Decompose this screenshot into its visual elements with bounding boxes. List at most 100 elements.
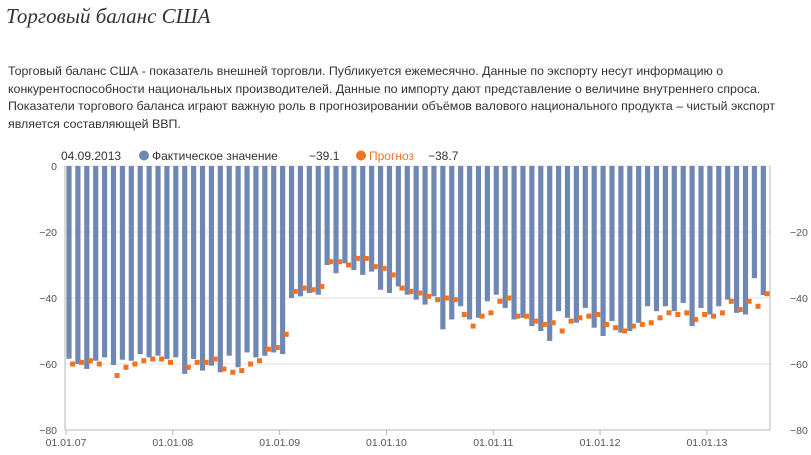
bar	[422, 166, 428, 305]
bar	[226, 166, 232, 356]
bar	[271, 166, 277, 353]
forecast-points	[70, 255, 770, 379]
bar	[315, 166, 321, 295]
bar	[128, 166, 134, 361]
x-tick-label: 01.01.11	[473, 437, 513, 449]
forecast-point	[301, 285, 307, 291]
bar	[680, 166, 686, 303]
page-description: Торговый баланс США - показатель внешней…	[8, 64, 776, 131]
forecast-point	[568, 318, 574, 324]
bar	[280, 166, 286, 355]
bar	[618, 166, 624, 333]
bar	[102, 166, 108, 358]
forecast-point	[319, 283, 325, 289]
forecast-point	[435, 297, 441, 303]
forecast-point	[417, 290, 423, 296]
forecast-point	[248, 361, 254, 367]
x-tick-label: 01.01.09	[259, 437, 300, 449]
bar	[253, 166, 259, 358]
forecast-point	[390, 272, 396, 278]
bar	[182, 166, 188, 374]
y-tick-label-left: −20	[39, 227, 57, 239]
forecast-point	[666, 310, 672, 316]
forecast-point	[283, 331, 289, 337]
forecast-point	[257, 358, 263, 364]
bar	[529, 166, 535, 327]
forecast-point	[239, 368, 245, 374]
forecast-point	[524, 313, 530, 319]
forecast-point	[354, 255, 360, 261]
bar	[734, 166, 740, 313]
forecast-point	[488, 310, 494, 316]
bar	[653, 166, 660, 312]
bar	[760, 166, 766, 296]
forecast-point	[577, 315, 583, 321]
forecast-point	[684, 310, 690, 316]
y-tick-label-right: −20	[790, 227, 808, 239]
bar	[199, 166, 206, 371]
bar	[591, 166, 597, 328]
x-tick-label: 01.01.13	[686, 437, 727, 449]
forecast-point	[630, 323, 636, 329]
forecast-point	[675, 312, 681, 317]
y-tick-label-left: −80	[39, 425, 57, 437]
bar	[84, 166, 90, 369]
bar	[671, 166, 677, 312]
forecast-point	[710, 313, 716, 319]
forecast-point	[746, 298, 752, 304]
bar	[217, 166, 223, 373]
forecast-point	[497, 298, 503, 304]
bar	[146, 166, 152, 358]
bar	[386, 166, 393, 294]
bar	[573, 166, 579, 323]
bar	[306, 166, 312, 294]
bar	[395, 166, 401, 287]
forecast-point	[657, 315, 663, 321]
forecast-point	[452, 297, 458, 303]
forecast-point	[221, 366, 227, 372]
x-tick-label: 01.01.12	[580, 437, 621, 449]
bar	[564, 166, 571, 318]
forecast-point	[310, 287, 316, 293]
chart-legend: 04.09.2013 Фактическое значение −39.1 Пр…	[61, 149, 459, 163]
forecast-point	[604, 321, 610, 327]
forecast-point	[78, 359, 84, 365]
bar	[538, 166, 544, 331]
forecast-point	[639, 321, 645, 327]
forecast-point	[132, 361, 138, 367]
bar	[716, 166, 722, 307]
bar	[75, 166, 81, 364]
forecast-point	[719, 310, 725, 316]
bar	[208, 166, 215, 366]
y-tick-label-right: −80	[790, 425, 808, 437]
forecast-point	[764, 291, 770, 297]
forecast-point	[470, 323, 476, 329]
bar	[244, 166, 250, 353]
bar	[431, 166, 437, 297]
forecast-point	[595, 312, 601, 317]
bar	[288, 166, 295, 298]
forecast-point	[274, 345, 280, 350]
x-tick-label: 01.01.10	[366, 437, 407, 449]
forecast-point	[230, 369, 236, 375]
forecast-point	[515, 313, 521, 319]
forecast-point	[728, 298, 734, 304]
forecast-point	[586, 313, 592, 319]
forecast-point	[194, 359, 200, 365]
bar	[360, 166, 366, 275]
forecast-point	[559, 328, 565, 334]
forecast-point	[621, 328, 627, 334]
bar	[262, 166, 268, 356]
bar	[751, 166, 757, 279]
forecast-point	[150, 356, 156, 362]
bar	[377, 166, 384, 290]
bar	[369, 166, 375, 272]
bar	[582, 166, 588, 308]
y-tick-label-left: −40	[39, 293, 57, 305]
bar	[155, 166, 161, 356]
forecast-point	[372, 264, 378, 270]
bar	[547, 166, 553, 341]
legend-forecast-value: −38.7	[428, 149, 459, 163]
forecast-point	[265, 346, 271, 352]
bar	[66, 166, 72, 359]
